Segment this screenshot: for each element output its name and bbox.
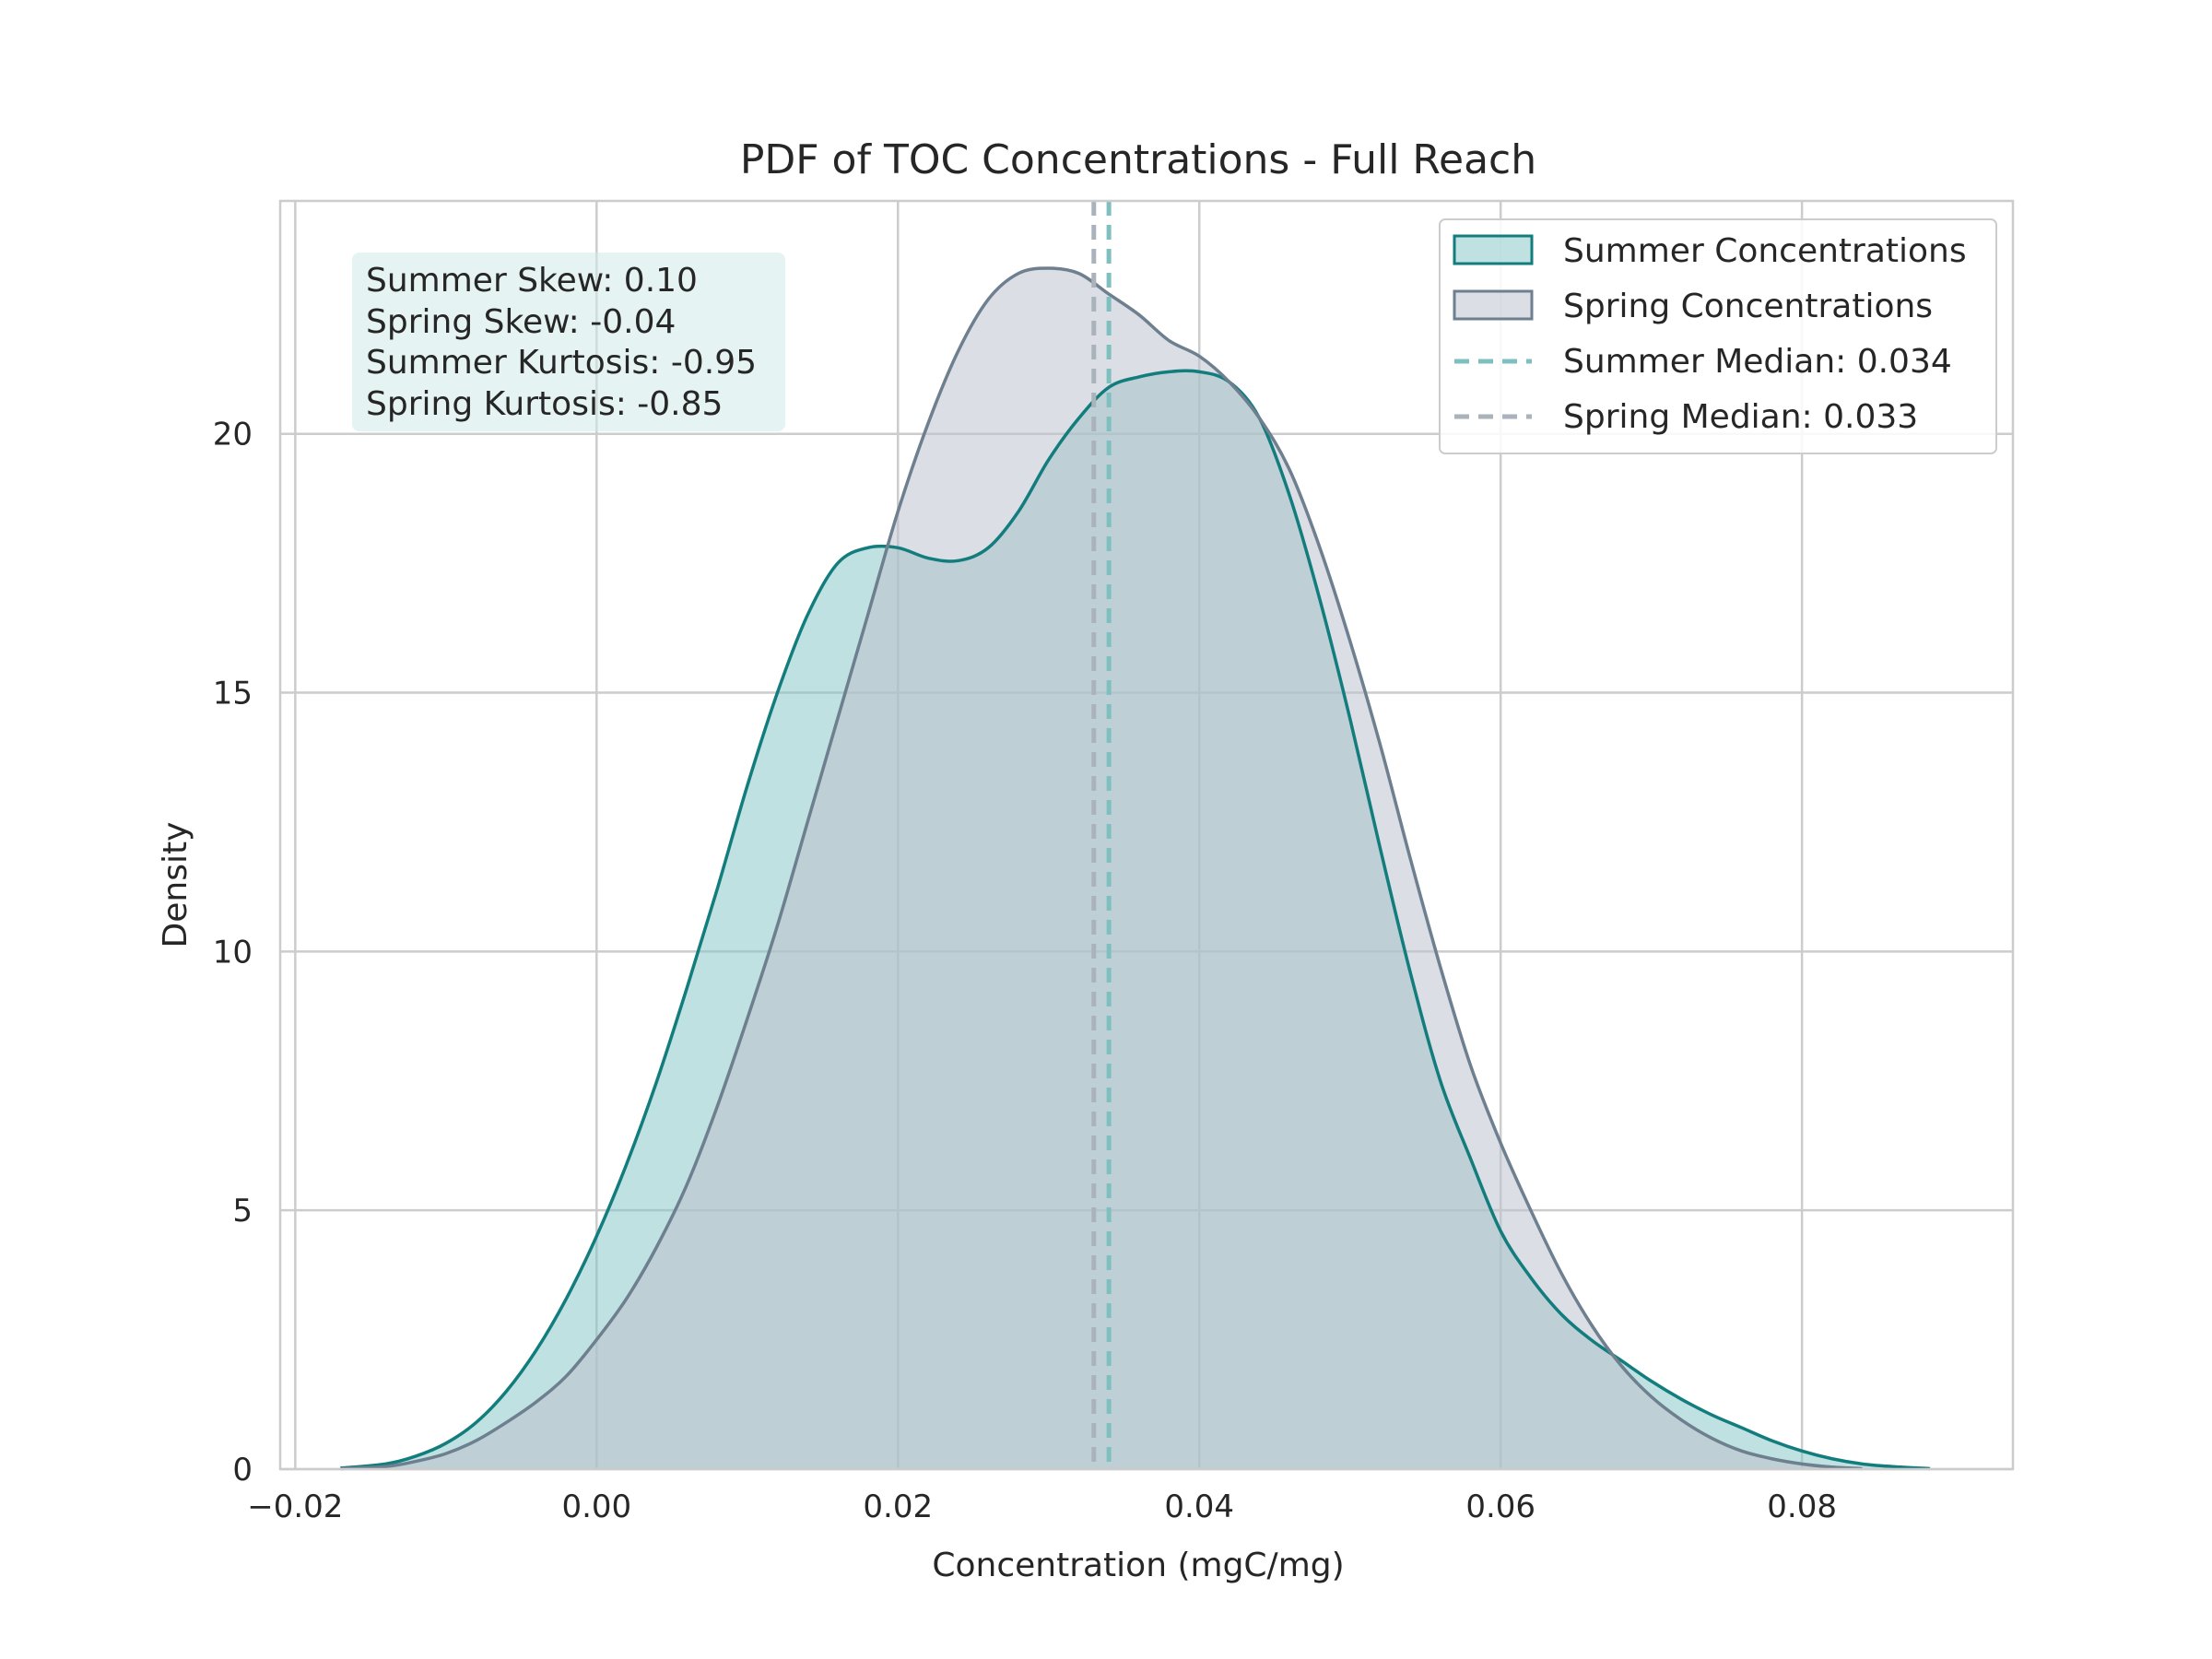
plot-frame: [278, 199, 2015, 1471]
stats-line-summer-kurtosis: Summer Kurtosis: -0.95: [366, 344, 757, 382]
y-tick-label: 10: [213, 934, 253, 971]
x-axis-label: Concentration (mgC/mg): [932, 1547, 1344, 1584]
density-fill-spring: [340, 268, 1863, 1469]
density-curves: [340, 266, 1931, 1471]
y-axis-label: Density: [157, 822, 194, 948]
chart-title: PDF of TOC Concentrations - Full Reach: [740, 136, 1536, 183]
x-tick-label: 0.02: [863, 1488, 933, 1525]
x-tick-label: 0.08: [1767, 1488, 1837, 1525]
stats-line-summer-skew: Summer Skew: 0.10: [366, 262, 698, 300]
stats-box-background: [352, 253, 785, 431]
x-tick-label: 0.04: [1164, 1488, 1234, 1525]
y-tick-label: 20: [213, 417, 253, 453]
legend-label-spring-median: Spring Median: 0.033: [1563, 398, 1918, 436]
y-tick-label: 0: [232, 1452, 253, 1488]
y-axis-ticks: 0 5 10 15 20: [213, 417, 253, 1488]
legend-swatch-summer: [1453, 234, 1534, 265]
x-tick-label: 0.00: [561, 1488, 631, 1525]
stats-box: Summer Skew: 0.10 Spring Skew: -0.04 Sum…: [352, 253, 785, 431]
y-tick-label: 15: [213, 676, 253, 712]
legend-label-spring: Spring Concentrations: [1563, 288, 1933, 325]
legend-label-summer: Summer Concentrations: [1563, 232, 1967, 270]
median-lines: [1091, 201, 1112, 1469]
density-fills: [340, 268, 1931, 1470]
legend: Summer Concentrations Spring Concentrati…: [1439, 218, 1997, 454]
y-tick-label: 5: [232, 1193, 253, 1230]
legend-label-summer-median: Summer Median: 0.034: [1563, 343, 1952, 381]
legend-swatch-spring: [1453, 289, 1534, 321]
density-curve-spring: [340, 266, 1863, 1471]
x-tick-label: −0.02: [247, 1488, 343, 1525]
density-curve-summer: [340, 369, 1931, 1471]
x-axis-ticks: −0.02 0.00 0.02 0.04 0.06 0.08: [247, 1488, 1837, 1525]
stats-line-spring-skew: Spring Skew: -0.04: [366, 303, 676, 341]
stats-line-spring-kurtosis: Spring Kurtosis: -0.85: [366, 385, 723, 423]
x-tick-label: 0.06: [1465, 1488, 1535, 1525]
legend-frame: [1439, 218, 1997, 454]
